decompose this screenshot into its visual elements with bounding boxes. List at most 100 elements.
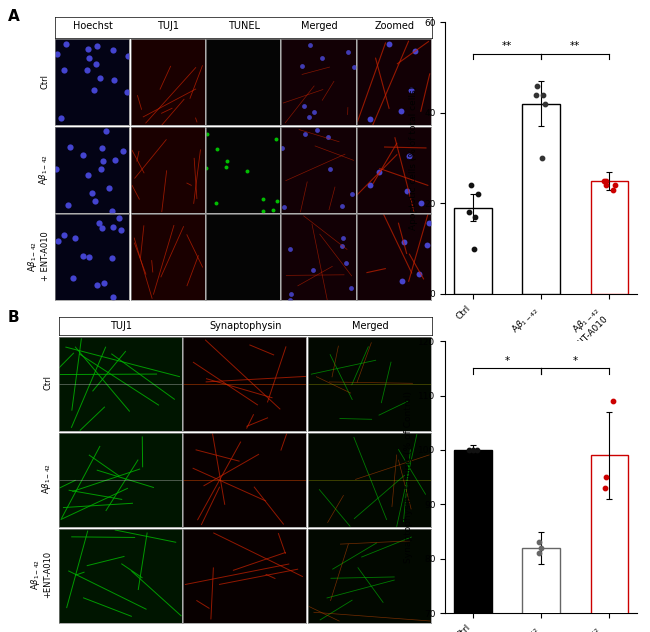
Bar xyxy=(591,456,629,632)
Point xyxy=(107,253,118,263)
Point xyxy=(201,163,211,173)
Point xyxy=(397,276,408,286)
Point xyxy=(107,206,118,216)
Point xyxy=(62,200,73,210)
Point xyxy=(300,129,310,139)
Point xyxy=(58,231,69,241)
Point xyxy=(114,214,124,224)
Text: A$\beta_{1-42}$: A$\beta_{1-42}$ xyxy=(40,463,53,494)
Point xyxy=(94,218,104,228)
Point xyxy=(97,143,107,154)
Point xyxy=(51,49,62,59)
Point xyxy=(323,133,333,143)
Point xyxy=(312,125,322,135)
Point xyxy=(540,99,551,109)
Point xyxy=(90,195,101,205)
Text: TUNEL: TUNEL xyxy=(227,21,260,32)
Y-axis label: Synaptophysin staining (% of Control): Synaptophysin staining (% of Control) xyxy=(404,391,413,563)
Point xyxy=(92,40,103,51)
Point xyxy=(337,241,348,252)
Text: Hoechst: Hoechst xyxy=(73,21,113,32)
Point xyxy=(404,151,414,161)
Point xyxy=(470,212,480,222)
Point xyxy=(421,240,432,250)
Point xyxy=(304,112,315,123)
Text: TUJ1: TUJ1 xyxy=(110,321,132,331)
Bar xyxy=(591,181,629,294)
Point xyxy=(337,201,347,211)
Point xyxy=(463,445,474,455)
Point xyxy=(213,144,223,154)
Point xyxy=(424,218,434,228)
Point xyxy=(466,180,476,190)
Point xyxy=(222,155,232,166)
Point xyxy=(111,155,121,165)
Point xyxy=(55,112,66,123)
Point xyxy=(398,236,409,246)
Text: **: ** xyxy=(570,41,580,51)
Point xyxy=(532,80,543,90)
Point xyxy=(305,40,315,50)
Point xyxy=(88,85,99,95)
Text: B: B xyxy=(8,310,20,325)
Text: *: * xyxy=(504,356,510,366)
Point xyxy=(537,153,547,163)
Point xyxy=(107,292,118,302)
Point xyxy=(279,202,289,212)
Point xyxy=(402,186,412,196)
Point xyxy=(108,222,118,232)
Point xyxy=(65,142,75,152)
Point xyxy=(299,101,309,111)
Point xyxy=(96,164,106,174)
Point xyxy=(343,47,354,58)
Text: Zoomed: Zoomed xyxy=(374,21,415,32)
Point xyxy=(416,198,426,209)
Point xyxy=(601,472,611,482)
Point xyxy=(534,548,544,558)
Point xyxy=(365,114,375,124)
Text: Ctrl: Ctrl xyxy=(41,74,50,89)
Text: TUJ1: TUJ1 xyxy=(157,21,179,32)
Point xyxy=(285,295,295,305)
Point xyxy=(116,225,127,235)
Point xyxy=(70,233,81,243)
Point xyxy=(50,164,60,174)
Point xyxy=(109,75,119,85)
Bar xyxy=(454,208,491,294)
Point xyxy=(257,206,268,216)
Point xyxy=(60,39,71,49)
Point xyxy=(118,146,129,156)
Point xyxy=(242,166,252,176)
Point xyxy=(108,46,118,56)
Y-axis label: Apoptotic cells (% of total cells): Apoptotic cells (% of total cells) xyxy=(410,86,419,230)
Point xyxy=(272,196,282,206)
Point xyxy=(600,483,610,493)
Text: Merged: Merged xyxy=(301,21,337,32)
Point xyxy=(78,250,88,260)
Point xyxy=(473,189,483,199)
Text: A$\beta_{1-42}$
+ ENT-A010: A$\beta_{1-42}$ + ENT-A010 xyxy=(27,231,50,281)
Point xyxy=(374,167,384,177)
Text: *: * xyxy=(573,356,578,366)
Point xyxy=(346,189,357,199)
Point xyxy=(414,269,424,279)
Point xyxy=(348,63,359,73)
Point xyxy=(53,236,63,246)
Point xyxy=(608,396,618,406)
Point xyxy=(467,445,478,455)
Point xyxy=(101,126,111,136)
Point xyxy=(534,537,544,547)
Point xyxy=(297,61,307,71)
Point xyxy=(538,90,549,100)
Point xyxy=(91,59,101,69)
Point xyxy=(220,162,231,172)
Point xyxy=(341,258,351,269)
Text: A: A xyxy=(8,9,20,25)
Point xyxy=(464,207,474,217)
Point xyxy=(396,106,406,116)
Point xyxy=(68,273,78,283)
Point xyxy=(309,107,319,117)
Bar xyxy=(454,450,491,632)
Point xyxy=(98,156,109,166)
Point xyxy=(384,39,395,49)
